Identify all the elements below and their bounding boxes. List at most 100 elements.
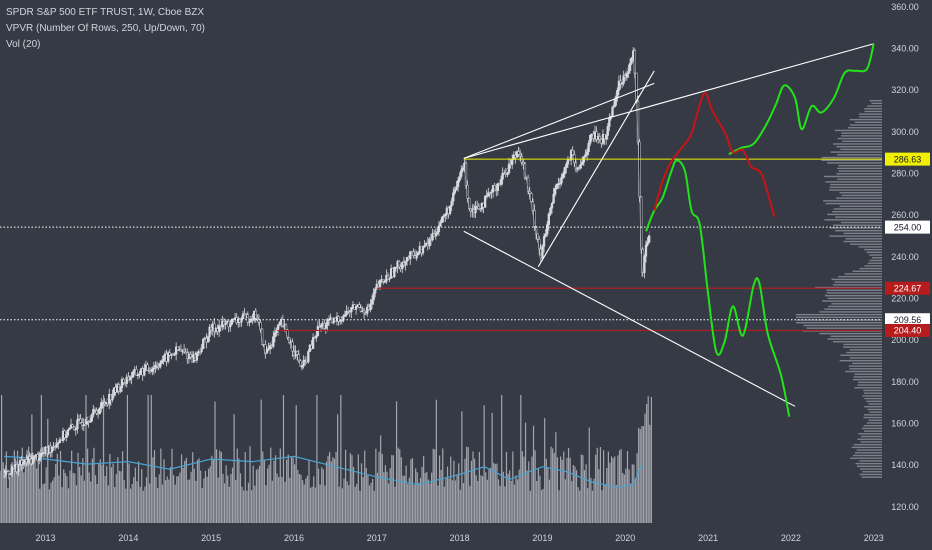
volume-bar [585,464,587,523]
indicator-volume-label[interactable]: Vol (20) [6,39,41,50]
vpvr-bar [855,452,882,454]
volume-bar [450,456,452,523]
volume-bar [601,490,603,523]
volume-bar [290,457,293,523]
volume-bar [415,468,417,523]
vpvr-bar [843,346,882,348]
indicator-vpvr-label[interactable]: VPVR (Number Of Rows, 250, Up/Down, 70) [6,23,205,34]
volume-bar [459,489,461,523]
candle-body [176,346,179,351]
volume-bar [542,488,544,523]
candle-body [393,267,396,277]
volume-bar [174,484,176,523]
candle-body [88,420,92,423]
volume-bar [79,466,81,523]
volume-bar [523,456,525,523]
candle-body [7,471,11,475]
projection-path-red[interactable] [653,92,776,217]
volume-bar [222,473,224,523]
volume-bar [21,447,23,523]
volume-bar [368,485,371,523]
vpvr-bar [861,476,882,478]
volume-bar [15,472,17,523]
volume-bar [72,472,74,523]
volume-bar [429,483,431,523]
volume-bar [626,450,629,523]
candle-body [93,409,97,411]
candle-body [307,351,310,363]
volume-bar [236,448,238,523]
volume-bar [531,456,533,523]
candle-body [437,225,441,232]
volume-bar [209,466,211,523]
vpvr-bar [871,257,882,259]
volume-bar [583,470,586,523]
volume-bar [423,456,425,523]
volume-bar [144,486,146,523]
volume-bar [421,466,423,523]
volume-bar [82,458,84,523]
volume-bar [491,412,493,523]
vpvr-bar [796,319,882,321]
volume-bar [219,450,221,523]
volume-bar [114,487,116,523]
volume-bar [349,453,351,523]
candle-body [342,316,345,321]
trendline[interactable] [463,43,874,159]
volume-bar [91,458,93,523]
candle-body [268,345,272,349]
candle-body [620,82,624,85]
trendline[interactable] [463,82,655,159]
candle-body [246,314,249,323]
vpvr-bar [851,446,882,449]
vpvr-bar [871,102,882,105]
volume-bar [461,411,463,523]
volume-bar [427,479,430,523]
candle-body [98,408,101,415]
volume-bar [239,473,242,523]
volume-bar [90,481,92,523]
volume-bar [26,450,28,523]
vpvr-bar [840,221,882,224]
vpvr-bar [825,202,882,205]
candle-body [151,368,154,372]
volume-bar [633,464,635,523]
vpvr-bar [823,200,882,202]
volume-bar [345,449,347,523]
volume-bar [215,449,218,523]
candle-body [26,456,30,463]
y-tick-label: 220.00 [891,293,919,303]
y-tick-label: 120.00 [891,502,919,512]
trendline[interactable] [537,70,655,267]
volume-bar [252,465,254,523]
volume-bar [120,471,122,523]
volume-bar [515,475,517,523]
vpvr-bar [858,381,882,384]
projection-path-green[interactable] [728,43,875,156]
vpvr-bar [854,373,882,375]
volume-bar [214,401,216,523]
trendline[interactable] [463,230,796,407]
candle-body [229,323,232,328]
volume-bar [504,486,506,523]
vpvr-bar [845,370,882,373]
level-price-label-bg [885,313,930,327]
projection-path-green[interactable] [645,159,791,417]
vpvr-bar [826,289,882,291]
vpvr-bar [853,454,882,457]
volume-bar [150,395,152,523]
y-tick-label: 340.00 [891,43,919,53]
candle-body [135,369,138,376]
volume-bar [426,472,428,523]
candle-body [217,325,221,332]
volume-bar [251,489,253,523]
x-tick-label: 2014 [118,533,138,543]
volume-bar [330,461,332,523]
volume-bar [561,459,563,523]
volume-bar [32,461,35,523]
volume-bar [8,477,11,523]
volume-bar [400,457,402,523]
vpvr-bar [833,208,882,210]
